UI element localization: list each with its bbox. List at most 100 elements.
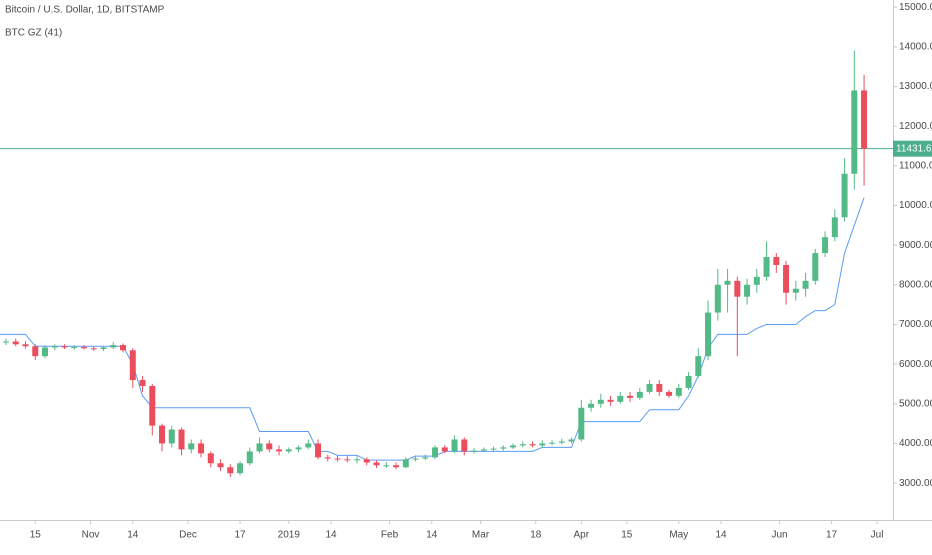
candle-body <box>753 276 760 285</box>
x-tick-label: Nov <box>82 530 100 541</box>
candle-body <box>100 347 107 350</box>
x-tick-label: 14 <box>325 530 337 541</box>
x-tick-label: 14 <box>426 530 438 541</box>
candle-body <box>802 280 809 289</box>
candle-body <box>412 458 419 460</box>
x-tick-label: May <box>669 530 688 541</box>
y-tick-label: 3000.00 <box>899 478 932 489</box>
candle-body <box>861 90 868 149</box>
candle-body <box>422 457 429 459</box>
candle-body <box>519 444 526 446</box>
x-tick-label: 15 <box>621 530 633 541</box>
candle-body <box>324 457 331 459</box>
candle-body <box>588 403 595 408</box>
candle-body <box>529 444 536 446</box>
candle-body <box>675 387 682 396</box>
y-tick-label: 12000.00 <box>899 121 932 132</box>
y-tick-label: 7000.00 <box>899 319 932 330</box>
candle-body <box>51 346 58 348</box>
candle-body <box>3 341 10 343</box>
candle-body <box>285 449 292 452</box>
candle-body <box>276 449 283 452</box>
x-tick-label: 14 <box>716 530 728 541</box>
candle-body <box>61 346 68 348</box>
candle-body <box>198 443 205 454</box>
y-tick-label: 4000.00 <box>899 438 932 449</box>
candle-body <box>783 264 790 293</box>
candle-body <box>471 450 478 452</box>
y-tick-label: 6000.00 <box>899 359 932 370</box>
candle-body <box>490 448 497 450</box>
candle-body <box>22 344 29 347</box>
candle-body <box>139 379 146 386</box>
candle-body <box>344 459 351 461</box>
y-tick-label: 8000.00 <box>899 279 932 290</box>
last-price-box <box>893 140 932 157</box>
y-tick-label: 9000.00 <box>899 240 932 251</box>
candle-body <box>841 173 848 218</box>
candle-body <box>500 447 507 449</box>
candle-body <box>305 443 312 448</box>
candle-body <box>666 391 673 396</box>
x-tick-label: 17 <box>826 530 838 541</box>
candle-body <box>685 376 692 388</box>
chart-title: Bitcoin / U.S. Dollar, 1D, BITSTAMP <box>5 5 165 16</box>
candle-body <box>363 459 370 463</box>
candle-body <box>558 441 565 443</box>
x-tick-label: 17 <box>234 530 246 541</box>
candle-body <box>568 439 575 442</box>
x-tick-label: Apr <box>574 530 590 541</box>
candle-body <box>42 347 49 357</box>
candle-body <box>607 399 614 402</box>
candle-body <box>246 451 253 464</box>
indicator-legend: BTC GZ (41) <box>5 28 62 39</box>
x-tick-label: Mar <box>472 530 490 541</box>
y-tick-label: 15000.00 <box>899 2 932 13</box>
candle-body <box>237 463 244 474</box>
candle-body <box>149 385 156 426</box>
candle-body <box>627 395 634 398</box>
candle-body <box>617 395 624 402</box>
candle-body <box>831 217 838 238</box>
candle-body <box>12 341 19 345</box>
candle-body <box>315 443 322 458</box>
x-tick-label: 18 <box>530 530 542 541</box>
candle-body <box>256 443 263 452</box>
plot-area <box>0 50 893 478</box>
candle-body <box>461 439 468 452</box>
candle-body <box>81 347 88 349</box>
candle-body <box>812 253 819 281</box>
y-tick-label: 11000.00 <box>899 160 932 171</box>
x-tick-label: Jul <box>871 530 884 541</box>
candle-body <box>744 284 751 297</box>
candle-body <box>373 462 380 466</box>
candle-body <box>90 348 97 350</box>
x-tick-label: 15 <box>30 530 42 541</box>
candle-body <box>441 447 448 452</box>
candle-body <box>451 439 458 452</box>
candle-body <box>822 237 829 254</box>
candle-body <box>110 345 117 348</box>
candle-body <box>480 449 487 451</box>
candle-body <box>763 257 770 277</box>
candle-body <box>432 447 439 458</box>
candle-body <box>705 312 712 357</box>
candle-body <box>851 90 858 174</box>
candle-body <box>773 257 780 265</box>
candle-body <box>656 383 663 392</box>
candle-body <box>207 453 214 464</box>
candle-body <box>334 458 341 460</box>
x-tick-label: Feb <box>381 530 399 541</box>
candle-body <box>402 459 409 468</box>
candle-body <box>393 465 400 468</box>
y-tick-label: 5000.00 <box>899 398 932 409</box>
candle-body <box>724 280 731 285</box>
candle-body <box>71 347 78 349</box>
axes: 3000.00 4000.00 5000.00 6000.00 7000.00 8000.… <box>30 2 932 541</box>
candle-body <box>549 442 556 444</box>
candle-body <box>159 425 166 444</box>
x-tick-label: 2019 <box>278 530 301 541</box>
